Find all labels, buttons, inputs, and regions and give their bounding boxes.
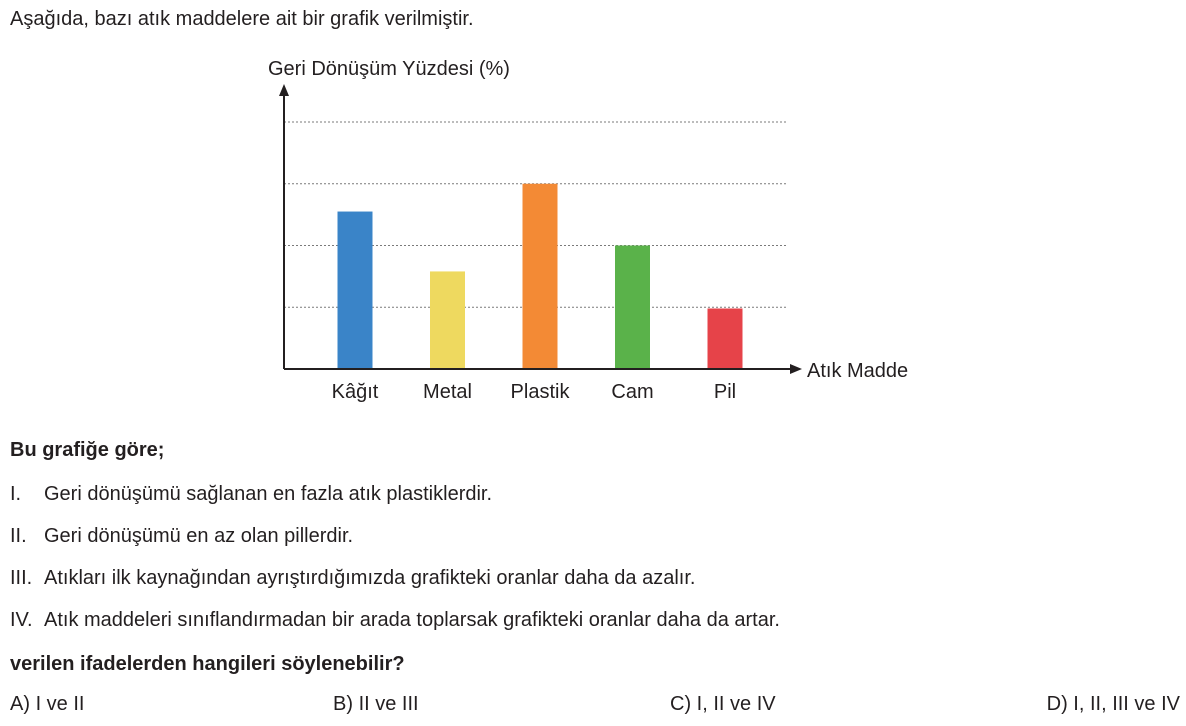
bar-chart: Kâğıt Metal Plastik Cam Pil Geri Dönüşüm Yüz… xyxy=(268,58,908,403)
option-text: I ve II xyxy=(35,693,85,715)
statement-text: Geri dönüşümü sağlanan en fazla atık pla… xyxy=(44,483,493,505)
option-text: II ve III xyxy=(358,693,419,715)
bar-1 xyxy=(337,211,373,369)
option-label: A) xyxy=(10,693,30,715)
x-tick-label: Pil xyxy=(714,381,736,403)
option-c[interactable]: C) I, II ve IV xyxy=(670,693,776,716)
option-b[interactable]: B) II ve III xyxy=(333,693,419,716)
option-label: D) xyxy=(1046,693,1068,715)
x-axis-label: Atık Madde xyxy=(807,360,908,382)
x-tick-label: Plastik xyxy=(511,381,571,403)
y-axis-arrow-icon xyxy=(279,84,289,96)
option-a[interactable]: A) I ve II xyxy=(10,693,84,716)
statement-1: I. Geri dönüşümü sağlanan en fazla atık p… xyxy=(10,483,492,506)
axes xyxy=(279,84,802,374)
statement-text: Geri dönüşümü en az olan pillerdir. xyxy=(44,525,354,547)
statement-number: III. xyxy=(10,567,33,589)
bar-4 xyxy=(615,245,650,369)
statement-text: Atık maddeleri sınıflandırmadan bir arad… xyxy=(44,609,780,631)
statement-4: IV. Atık maddeleri sınıflandırmadan bir a… xyxy=(10,609,780,632)
statement-number: IV. xyxy=(10,609,33,631)
statement-number: I. xyxy=(10,483,22,505)
statement-3: III. Atıkları ilk kaynağından ayrıştırdığ… xyxy=(10,567,695,590)
statement-text: Atıkları ilk kaynağından ayrıştırdığımız… xyxy=(44,567,696,589)
y-axis-label: Geri Dönüşüm Yüzdesi (%) xyxy=(268,58,510,80)
bar-2 xyxy=(430,271,465,369)
bars xyxy=(337,183,743,369)
x-tick-label: Cam xyxy=(611,381,653,403)
bar-3 xyxy=(522,183,558,369)
option-text: I, II, III ve IV xyxy=(1073,693,1180,715)
statement-2: II. Geri dönüşümü en az olan pillerdir. xyxy=(10,525,353,548)
question-prompt: verilen ifadelerden hangileri söylenebil… xyxy=(10,653,405,675)
statement-number: II. xyxy=(10,525,27,547)
option-label: B) xyxy=(333,693,353,715)
x-tick-label: Kâğıt xyxy=(332,381,379,403)
x-axis-arrow-icon xyxy=(790,364,802,374)
option-text: I, II ve IV xyxy=(696,693,776,715)
option-d[interactable]: D) I, II, III ve IV xyxy=(1047,693,1180,716)
question-heading: Bu grafiğe göre; xyxy=(10,439,165,461)
x-tick-labels: Kâğıt Metal Plastik Cam Pil xyxy=(332,381,736,403)
x-tick-label: Metal xyxy=(423,381,472,403)
bar-5 xyxy=(707,308,743,369)
intro-text: Aşağıda, bazı atık maddelere ait bir gra… xyxy=(10,8,474,30)
option-label: C) xyxy=(670,693,692,715)
